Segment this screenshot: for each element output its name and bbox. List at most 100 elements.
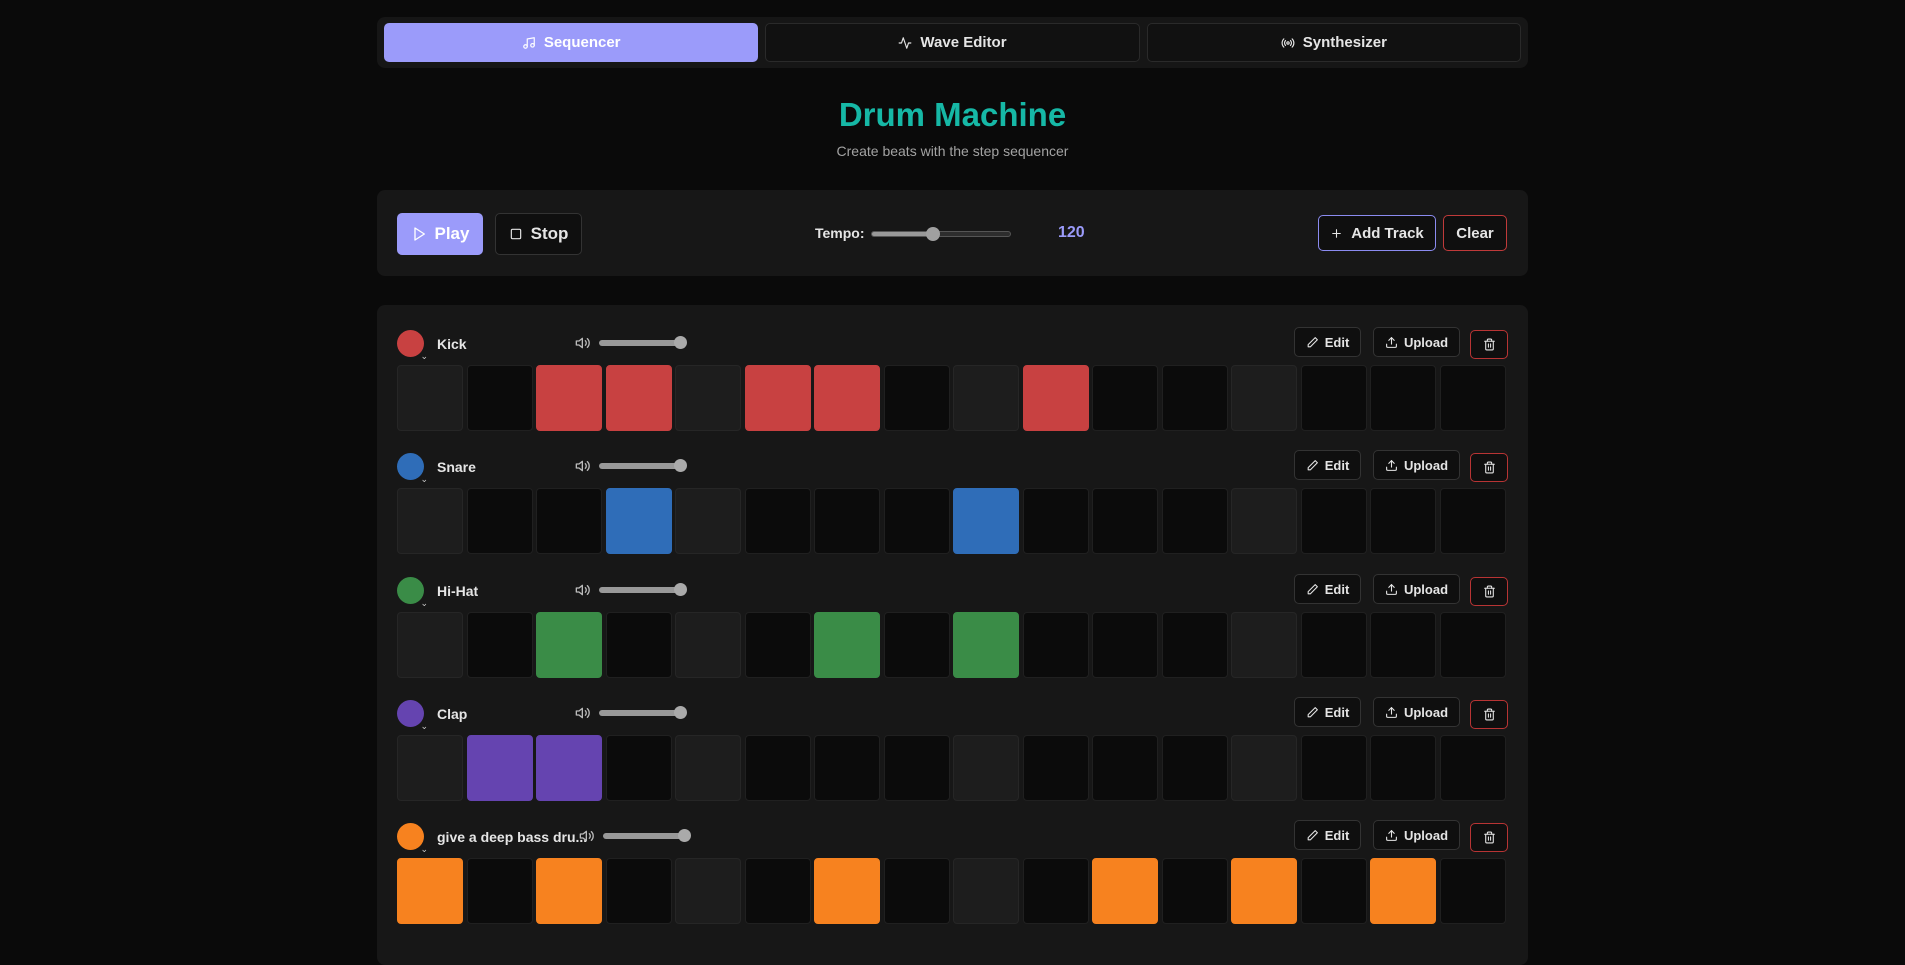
step-pad-active[interactable]	[1231, 858, 1297, 924]
volume-slider-handle[interactable]	[674, 583, 687, 596]
step-pad[interactable]	[1023, 858, 1089, 924]
step-pad[interactable]	[1301, 488, 1367, 554]
step-pad-active[interactable]	[953, 612, 1019, 678]
step-pad[interactable]	[606, 858, 672, 924]
step-pad[interactable]	[1231, 612, 1297, 678]
step-pad[interactable]	[1370, 735, 1436, 801]
step-pad[interactable]	[397, 735, 463, 801]
step-pad[interactable]	[1162, 612, 1228, 678]
step-pad[interactable]	[1023, 735, 1089, 801]
step-pad-active[interactable]	[606, 365, 672, 431]
step-pad[interactable]	[953, 858, 1019, 924]
step-pad[interactable]	[884, 488, 950, 554]
track-color-picker[interactable]: ⌄	[397, 330, 428, 361]
step-pad[interactable]	[1440, 365, 1506, 431]
volume-slider[interactable]	[599, 336, 687, 349]
edit-track-button[interactable]: Edit	[1294, 574, 1361, 604]
step-pad[interactable]	[1092, 488, 1158, 554]
step-pad[interactable]	[1370, 365, 1436, 431]
step-pad[interactable]	[1301, 858, 1367, 924]
step-pad-active[interactable]	[1092, 858, 1158, 924]
track-color-picker[interactable]: ⌄	[397, 453, 428, 484]
step-pad[interactable]	[675, 735, 741, 801]
step-pad-active[interactable]	[536, 735, 602, 801]
track-name[interactable]: give a deep bass dru...	[437, 829, 588, 845]
step-pad[interactable]	[1092, 735, 1158, 801]
edit-track-button[interactable]: Edit	[1294, 327, 1361, 357]
upload-sample-button[interactable]: Upload	[1373, 820, 1460, 850]
step-pad[interactable]	[1023, 612, 1089, 678]
track-name[interactable]: Hi-Hat	[437, 583, 479, 599]
step-pad[interactable]	[536, 488, 602, 554]
upload-sample-button[interactable]: Upload	[1373, 450, 1460, 480]
step-pad[interactable]	[467, 612, 533, 678]
delete-track-button[interactable]	[1470, 453, 1508, 482]
play-button[interactable]: Play	[397, 213, 483, 255]
step-pad-active[interactable]	[814, 858, 880, 924]
delete-track-button[interactable]	[1470, 330, 1508, 359]
step-pad[interactable]	[884, 858, 950, 924]
step-pad-active[interactable]	[1023, 365, 1089, 431]
step-pad[interactable]	[745, 488, 811, 554]
step-pad[interactable]	[1370, 488, 1436, 554]
tab-wave-editor[interactable]: Wave Editor	[765, 23, 1140, 62]
step-pad[interactable]	[884, 612, 950, 678]
upload-sample-button[interactable]: Upload	[1373, 327, 1460, 357]
step-pad[interactable]	[397, 488, 463, 554]
delete-track-button[interactable]	[1470, 577, 1508, 606]
step-pad[interactable]	[1301, 612, 1367, 678]
tempo-slider-handle[interactable]	[925, 227, 940, 241]
step-pad-active[interactable]	[1370, 858, 1436, 924]
volume-slider-handle[interactable]	[674, 459, 687, 472]
step-pad-active[interactable]	[536, 858, 602, 924]
track-name[interactable]: Kick	[437, 336, 467, 352]
track-name[interactable]: Clap	[437, 706, 468, 722]
step-pad[interactable]	[1440, 612, 1506, 678]
track-name[interactable]: Snare	[437, 459, 476, 475]
step-pad[interactable]	[1162, 488, 1228, 554]
step-pad[interactable]	[1231, 488, 1297, 554]
step-pad[interactable]	[397, 365, 463, 431]
step-pad[interactable]	[884, 365, 950, 431]
edit-track-button[interactable]: Edit	[1294, 450, 1361, 480]
track-color-picker[interactable]: ⌄	[397, 700, 428, 731]
volume-slider[interactable]	[599, 583, 687, 596]
step-pad[interactable]	[1162, 365, 1228, 431]
step-pad[interactable]	[675, 858, 741, 924]
step-pad[interactable]	[1023, 488, 1089, 554]
tab-synthesizer[interactable]: Synthesizer	[1146, 23, 1521, 62]
step-pad[interactable]	[745, 858, 811, 924]
step-pad-active[interactable]	[536, 365, 602, 431]
step-pad[interactable]	[675, 612, 741, 678]
step-pad[interactable]	[953, 365, 1019, 431]
step-pad-active[interactable]	[814, 612, 880, 678]
step-pad-active[interactable]	[536, 612, 602, 678]
step-pad[interactable]	[1162, 858, 1228, 924]
step-pad[interactable]	[1231, 735, 1297, 801]
step-pad[interactable]	[467, 488, 533, 554]
step-pad[interactable]	[1440, 735, 1506, 801]
step-pad[interactable]	[953, 735, 1019, 801]
step-pad[interactable]	[397, 612, 463, 678]
delete-track-button[interactable]	[1470, 700, 1508, 729]
step-pad[interactable]	[675, 365, 741, 431]
step-pad[interactable]	[1301, 735, 1367, 801]
step-pad[interactable]	[606, 735, 672, 801]
step-pad[interactable]	[1440, 488, 1506, 554]
volume-slider-handle[interactable]	[678, 829, 691, 842]
volume-slider-handle[interactable]	[674, 706, 687, 719]
step-pad[interactable]	[745, 612, 811, 678]
clear-button[interactable]: Clear	[1443, 215, 1507, 251]
step-pad[interactable]	[814, 735, 880, 801]
step-pad[interactable]	[606, 612, 672, 678]
add-track-button[interactable]: Add Track	[1318, 215, 1436, 251]
step-pad-active[interactable]	[606, 488, 672, 554]
step-pad[interactable]	[745, 735, 811, 801]
volume-slider-handle[interactable]	[674, 336, 687, 349]
step-pad-active[interactable]	[467, 735, 533, 801]
tab-sequencer[interactable]: Sequencer	[384, 23, 759, 62]
track-color-picker[interactable]: ⌄	[397, 577, 428, 608]
step-pad[interactable]	[467, 858, 533, 924]
step-pad[interactable]	[1301, 365, 1367, 431]
step-pad[interactable]	[467, 365, 533, 431]
